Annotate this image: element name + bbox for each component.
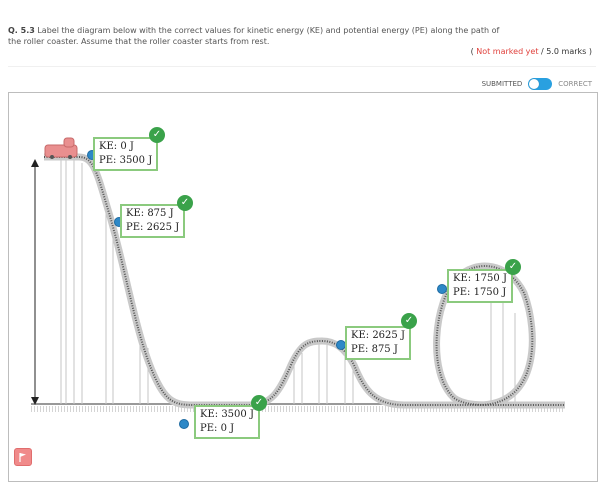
drag-handle-icon[interactable] [437, 284, 447, 294]
check-icon: ✓ [251, 395, 267, 411]
energy-label-5[interactable]: KE: 1750 J PE: 1750 J [447, 269, 513, 303]
ke-value: KE: 1750 J [453, 273, 507, 284]
energy-label-3[interactable]: KE: 3500 J PE: 0 J [194, 405, 260, 439]
pe-value: PE: 3500 J [99, 155, 153, 166]
roller-coaster-diagram: KE: 0 J PE: 3500 J ✓ KE: 875 J PE: 2625 … [8, 92, 598, 482]
pe-value: PE: 1750 J [453, 287, 507, 298]
ke-value: KE: 2625 J [351, 330, 405, 341]
pe-value: PE: 875 J [351, 344, 398, 355]
marks: ( Not marked yet / 5.0 marks ) [470, 47, 592, 56]
pe-value: PE: 0 J [200, 423, 235, 434]
switch-knob[interactable] [529, 79, 540, 89]
question: Q. 5.3 Label the diagram below with the … [8, 25, 508, 47]
drag-handle-icon[interactable] [179, 419, 189, 429]
check-icon: ✓ [505, 259, 521, 275]
ke-value: KE: 3500 J [200, 409, 254, 420]
divider [8, 66, 596, 67]
height-arrow-top [31, 159, 39, 167]
check-icon: ✓ [177, 195, 193, 211]
check-icon: ✓ [149, 127, 165, 143]
submitted-correct-toggle-row: SUBMITTED CORRECT [482, 78, 592, 90]
not-marked-text: Not marked yet [476, 47, 539, 56]
marks-value: / 5.0 marks [541, 47, 587, 56]
flag-icon[interactable] [14, 448, 32, 466]
roller-coaster-cart [44, 137, 78, 159]
height-arrow-bottom [31, 397, 39, 405]
energy-label-1[interactable]: KE: 0 J PE: 3500 J [93, 137, 159, 171]
energy-label-2[interactable]: KE: 875 J PE: 2625 J [120, 204, 186, 238]
check-icon: ✓ [401, 313, 417, 329]
energy-label-4[interactable]: KE: 2625 J PE: 875 J [345, 326, 411, 360]
ke-value: KE: 875 J [126, 208, 174, 219]
submitted-correct-switch[interactable] [528, 78, 553, 90]
submitted-label: SUBMITTED [481, 80, 523, 88]
pe-value: PE: 2625 J [126, 222, 180, 233]
correct-label: CORRECT [558, 80, 592, 88]
question-number: Q. 5.3 [8, 26, 35, 35]
ke-value: KE: 0 J [99, 141, 134, 152]
question-text: Label the diagram below with the correct… [8, 26, 500, 46]
